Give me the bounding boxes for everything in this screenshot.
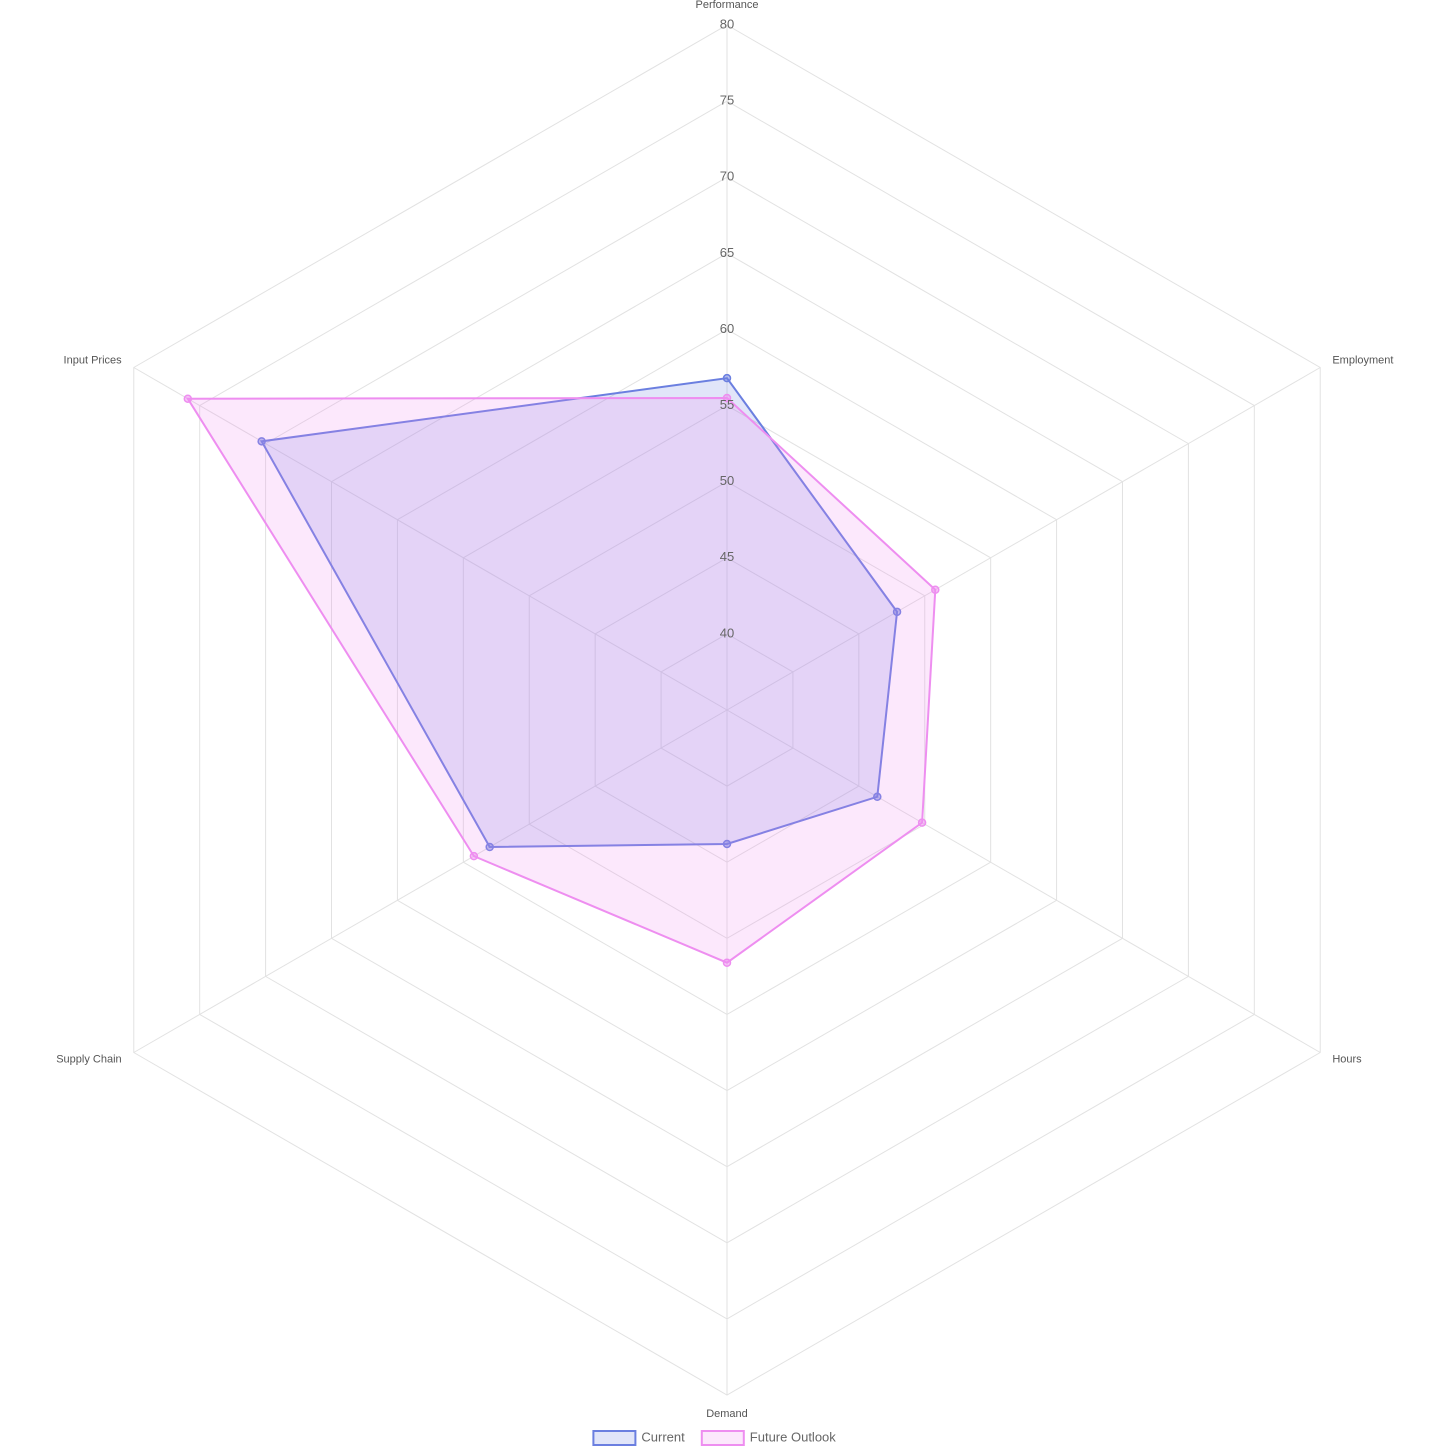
data-point xyxy=(257,437,266,446)
legend-label: Future Outlook xyxy=(750,1429,836,1444)
y-tick-label: 80 xyxy=(720,16,734,31)
data-point xyxy=(873,792,882,802)
data-point xyxy=(931,585,940,594)
legend-label: Current xyxy=(641,1429,685,1444)
spoke xyxy=(726,709,1321,1053)
data-point xyxy=(722,393,732,403)
data-point xyxy=(892,607,902,617)
data-point xyxy=(469,851,479,861)
y-tick-label: 40 xyxy=(720,625,734,640)
y-tick-label: 65 xyxy=(720,245,734,260)
point-label: Employment xyxy=(1332,354,1393,366)
data-point xyxy=(722,839,732,849)
legend-swatch xyxy=(700,1430,745,1446)
point-label: Supply Chain xyxy=(56,1053,121,1065)
y-tick-label: 70 xyxy=(720,169,734,184)
point-label: Hours xyxy=(1332,1053,1362,1065)
y-tick-label: 75 xyxy=(720,93,734,108)
y-tick-label: 60 xyxy=(720,321,734,336)
data-point xyxy=(485,842,494,852)
point-label: Demand xyxy=(706,1408,748,1420)
point-label: Input Prices xyxy=(64,354,123,366)
data-point xyxy=(722,373,732,383)
spoke xyxy=(133,709,728,1053)
legend-swatch xyxy=(592,1430,637,1446)
legend: Current Future Outlook xyxy=(592,1429,836,1446)
series-area xyxy=(186,396,937,964)
spoke xyxy=(726,367,1321,711)
y-tick-label: 50 xyxy=(720,473,734,488)
y-tick-label: 55 xyxy=(720,397,734,412)
spoke xyxy=(133,367,728,711)
y-tick-label: 45 xyxy=(720,549,734,564)
point-label: Performance xyxy=(696,0,759,11)
data-point xyxy=(183,394,193,403)
data-point xyxy=(917,818,927,827)
data-point xyxy=(722,958,732,967)
